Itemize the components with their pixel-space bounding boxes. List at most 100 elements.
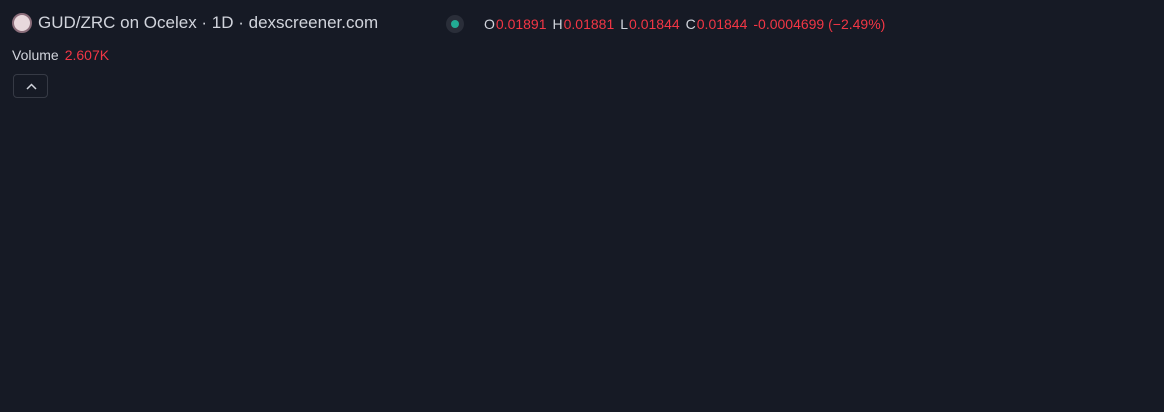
- candle-body: [522, 162, 528, 193]
- candle-body: [760, 43, 766, 116]
- candle-body: [666, 121, 672, 145]
- candle-body: [717, 109, 723, 125]
- chevron-icon: [26, 83, 37, 90]
- volume-value: 2.607K: [64, 47, 110, 63]
- candle-body: [558, 138, 564, 151]
- candle-body: [753, 115, 759, 151]
- volume-bar: [616, 367, 622, 372]
- candle-body: [594, 153, 600, 163]
- y-tick-label: 0.009999: [1074, 226, 1133, 242]
- volume-bar: [688, 362, 694, 372]
- candle-body: [868, 128, 874, 133]
- x-tick-label: Mar: [1032, 382, 1056, 398]
- y-tick-label: -0.0₁₇1734: [1074, 346, 1139, 362]
- volume-bar: [738, 367, 744, 372]
- volume-bar: [717, 367, 723, 372]
- volume-bar: [558, 367, 564, 372]
- x-tick-label: 13: [474, 382, 490, 398]
- candle-body: [774, 109, 780, 122]
- volume-bar: [832, 367, 838, 372]
- candle-body: [602, 160, 608, 163]
- volume-bar: [702, 367, 708, 372]
- chart-title: GUD/ZRC on Ocelex · 1D · dexscreener.com: [38, 13, 379, 32]
- candle-body: [846, 174, 852, 193]
- volume-bar: [515, 367, 521, 372]
- volume-bar: [630, 348, 636, 372]
- legend-value: 0.01844: [696, 16, 748, 32]
- volume-bar: [782, 365, 788, 372]
- candle-body: [738, 168, 744, 175]
- x-tick-label: 2025: [603, 382, 634, 398]
- candle-body: [817, 132, 823, 139]
- volume-legend: Volume 2.607K: [12, 47, 109, 63]
- volume-bar: [573, 368, 579, 372]
- volume-bar: [767, 340, 773, 372]
- x-tick-label: Feb: [830, 382, 854, 398]
- volume-bar: [666, 317, 672, 372]
- volume-bar: [753, 364, 759, 372]
- candle-body: [688, 138, 694, 161]
- candle-body: [630, 144, 636, 161]
- y-tick-label: 0.01500: [1074, 167, 1125, 183]
- volume-bar: [522, 368, 528, 372]
- volume-bar: [846, 368, 852, 372]
- grid: [0, 0, 1058, 372]
- settings-icon[interactable]: [1111, 383, 1127, 399]
- volume-bar: [710, 366, 716, 372]
- volume-bar: [494, 363, 500, 372]
- volume-bar: [695, 365, 701, 372]
- candle-body: [580, 174, 586, 187]
- volume-bar: [731, 368, 737, 372]
- candle-body: [551, 138, 557, 166]
- y-tick-label: 0.02500: [1074, 47, 1125, 63]
- legend-key: L: [620, 16, 629, 32]
- candle-body: [645, 153, 651, 169]
- candle-body: [479, 225, 485, 261]
- candle-body: [508, 156, 514, 163]
- candle-body: [472, 225, 478, 340]
- candle-body: [875, 128, 881, 134]
- candle-body: [530, 168, 536, 175]
- volume-bar: [472, 346, 478, 372]
- legend-item: H0.01881: [553, 16, 615, 32]
- volume-bar: [774, 355, 780, 372]
- legend-item: L0.01844: [620, 16, 679, 32]
- volume-bar: [853, 369, 859, 372]
- ohlc-legend: O0.01891 H0.01881 L0.01844 C0.01844 -0.00046…: [484, 16, 885, 32]
- x-tick-label: 16: [719, 382, 735, 398]
- volume-bar: [652, 367, 658, 372]
- volume-bar: [645, 367, 651, 372]
- candle-body: [861, 132, 867, 163]
- volume-bar: [566, 367, 572, 372]
- candle-body: [544, 165, 550, 193]
- y-tick-label: 0.004999: [1074, 286, 1133, 302]
- y-tick-label: 0.02000: [1074, 107, 1125, 123]
- candle-body: [573, 162, 579, 187]
- candle-body: [501, 138, 507, 163]
- status-indicator[interactable]: [446, 15, 464, 33]
- collapse-button[interactable]: [13, 74, 48, 98]
- candle-body: [566, 144, 572, 163]
- candle-body: [638, 153, 644, 161]
- candle-body: [616, 127, 622, 169]
- volume-bar: [825, 365, 831, 372]
- volume-bar: [544, 367, 550, 372]
- volume-bar: [623, 319, 629, 372]
- candle-body: [839, 162, 845, 181]
- volume-bar: [861, 368, 867, 372]
- candle-body: [782, 103, 788, 122]
- candle-body: [659, 144, 665, 187]
- volume-bar: [839, 367, 845, 372]
- candle-body: [789, 103, 795, 128]
- candle-body: [767, 43, 773, 110]
- volume-bar: [760, 359, 766, 372]
- volume-bar: [789, 366, 795, 372]
- candle-body: [710, 109, 716, 139]
- volume-bar: [537, 368, 543, 372]
- volume-bar: [817, 363, 823, 372]
- candle-body: [746, 150, 752, 175]
- volume-bar: [674, 327, 680, 372]
- volume-bar: [587, 367, 593, 372]
- legend-key: C: [685, 16, 696, 32]
